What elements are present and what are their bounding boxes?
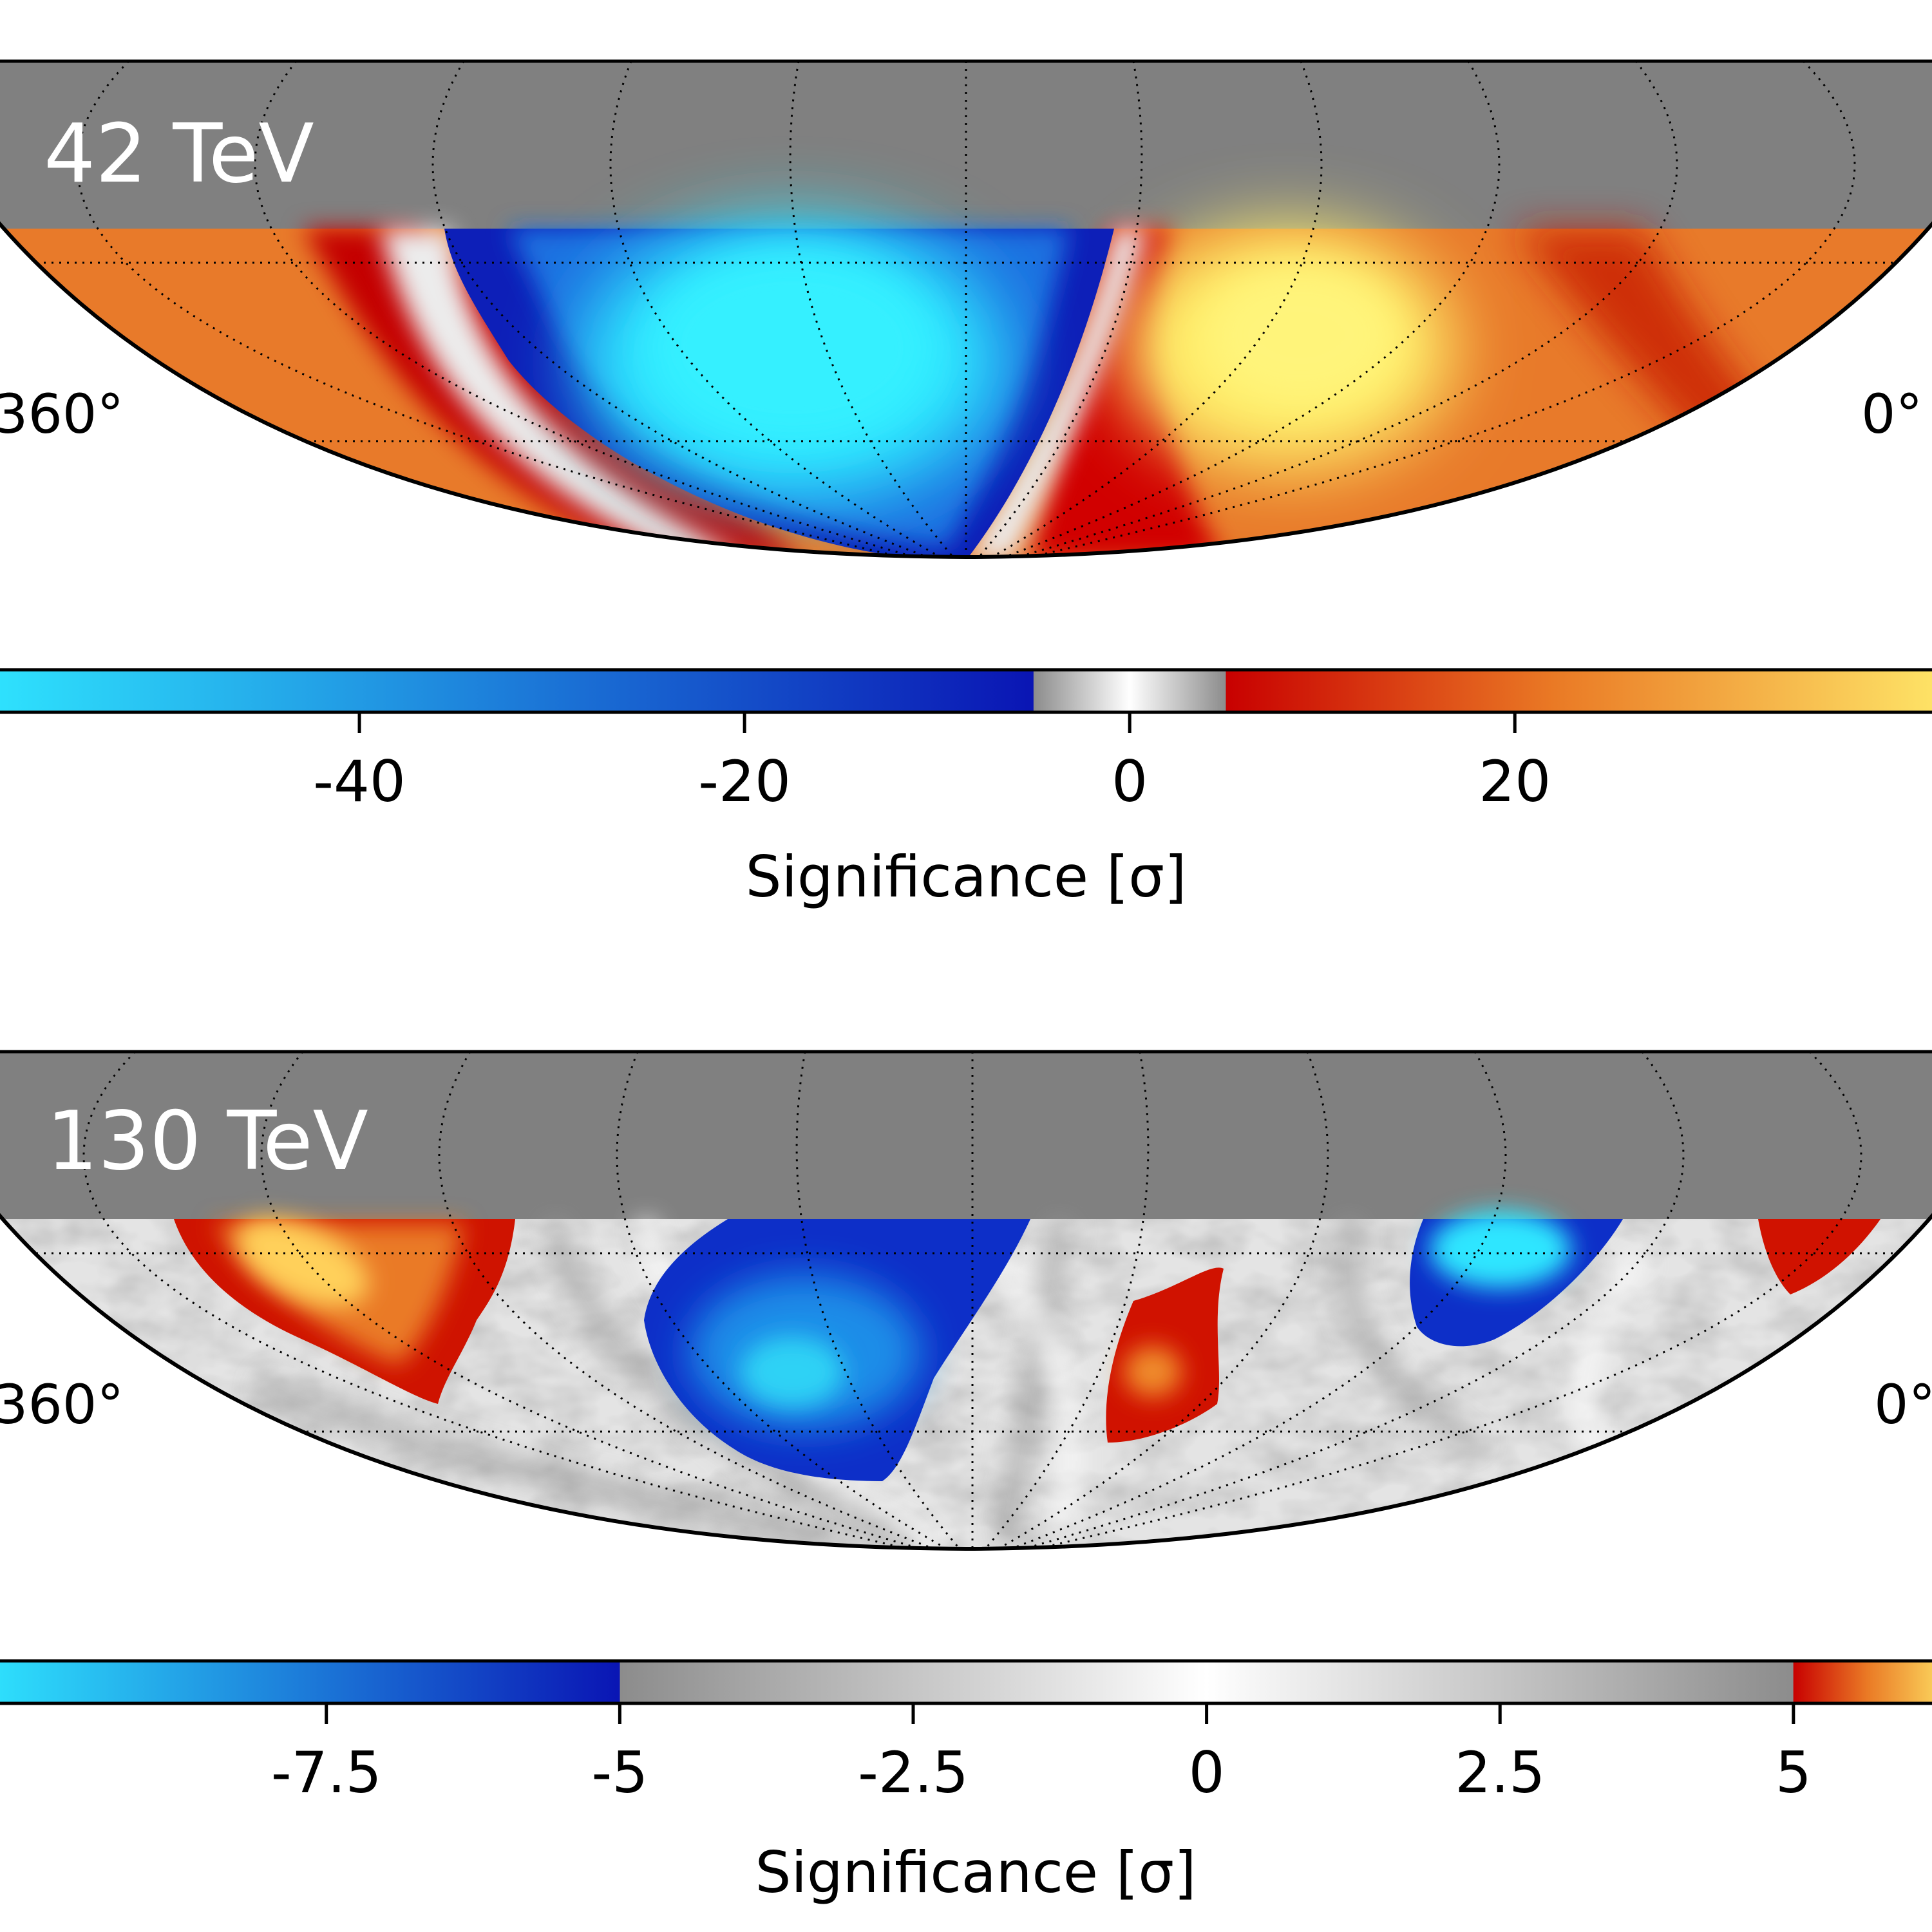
lon-label-left: 360°: [0, 383, 124, 446]
colorbar-ticks: -7.5 -5 -2.5 0 2.5 5: [271, 1703, 1812, 1806]
graticule: [0, 1052, 1932, 1549]
map-boundary: [0, 221, 1932, 560]
colorbar-tick-label: 5: [1776, 1739, 1812, 1806]
lon-label-right: 0°: [1861, 383, 1922, 446]
colorbar-tick-label: -5: [591, 1739, 648, 1806]
colorbar-42tev: -40 -20 0 20 Significance [σ]: [0, 668, 1932, 910]
colorbar-ticks: -40 -20 0 20: [313, 712, 1551, 815]
panel-label: 130 TeV: [46, 1094, 368, 1188]
lon-label-left: 360°: [0, 1373, 124, 1436]
colorbar-tick-label: -2.5: [858, 1739, 969, 1806]
colorbar-gradient: [0, 1659, 1932, 1705]
colorbar-gradient: [0, 668, 1932, 714]
colorbar-tick-label: 0: [1112, 748, 1148, 815]
panel-label: 42 TeV: [44, 106, 314, 201]
colorbar-tick-label: -40: [313, 748, 406, 815]
sky-map-panel-130tev: 130 TeV 360° 0°: [0, 1050, 1932, 1551]
colorbar-tick-label: 20: [1479, 748, 1551, 815]
colorbar-tick-label: 0: [1189, 1739, 1225, 1806]
map-boundary: [0, 1213, 1932, 1551]
colorbar-label: Significance [σ]: [746, 844, 1187, 910]
colorbar-tick-label: -20: [698, 748, 791, 815]
sky-map-panel-42tev: 42 TeV 360° 0°: [0, 59, 1932, 560]
graticule: [0, 61, 1932, 557]
lon-label-right: 0°: [1874, 1373, 1932, 1436]
unobserved-region: [0, 1052, 1932, 1219]
colorbar-label: Significance [σ]: [755, 1839, 1197, 1906]
colorbar-tick-label: 2.5: [1455, 1739, 1545, 1806]
colorbar-tick-label: -7.5: [271, 1739, 382, 1806]
colorbar-130tev: -7.5 -5 -2.5 0 2.5 5 Significance [σ]: [0, 1659, 1932, 1906]
